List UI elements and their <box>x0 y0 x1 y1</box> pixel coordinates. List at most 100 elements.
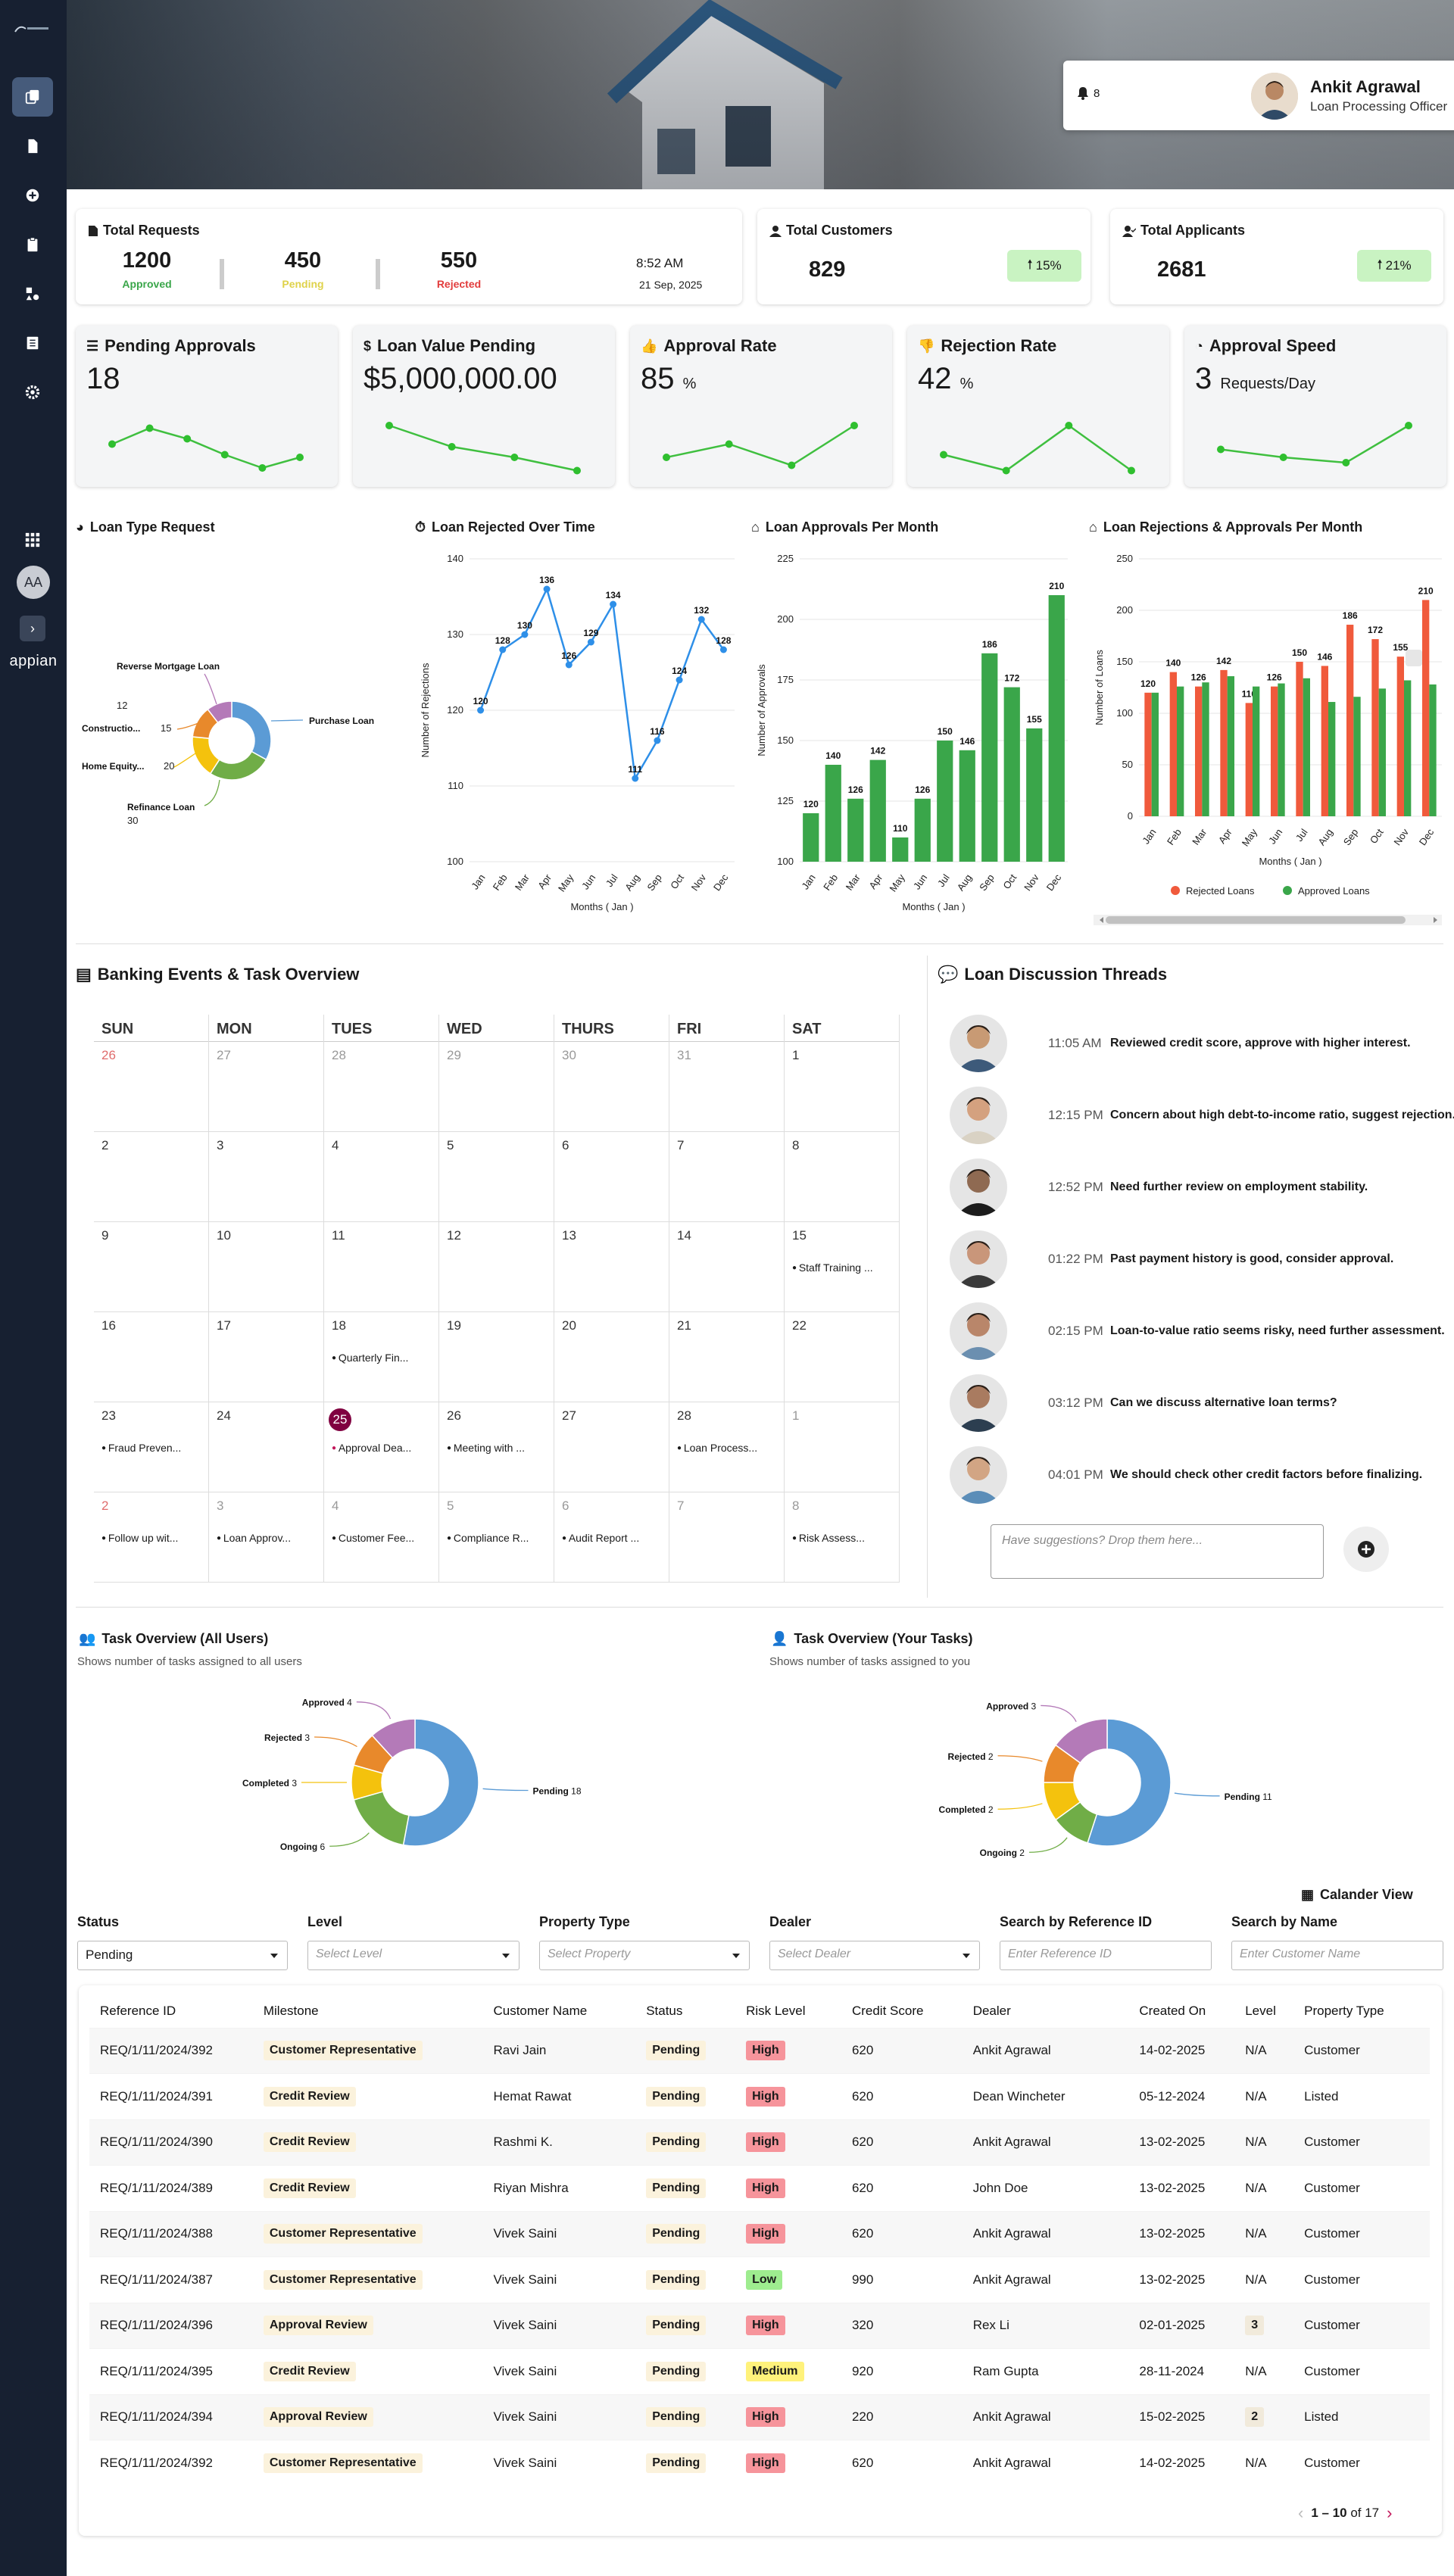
thread-item[interactable]: 01:22 PM Past payment history is good, co… <box>950 1230 1449 1291</box>
table-row[interactable]: REQ/1/11/2024/392 Customer Representative… <box>89 2027 1430 2074</box>
calendar-cell[interactable]: 8 <box>785 1132 900 1222</box>
prev-page-icon[interactable]: ‹ <box>1298 2503 1304 2522</box>
sidebar-item-clipboard[interactable] <box>12 225 53 264</box>
expand-sidebar-button[interactable]: › <box>20 616 45 641</box>
calendar-cell[interactable]: 26 <box>94 1042 209 1132</box>
calendar-cell[interactable]: 2 Follow up wit... <box>94 1492 209 1583</box>
thread-item[interactable]: 03:12 PM Can we discuss alternative loan … <box>950 1374 1449 1435</box>
status-select[interactable]: Pending <box>77 1941 288 1970</box>
dealer-select[interactable]: Select Dealer <box>769 1941 980 1970</box>
notifications[interactable]: 8 <box>1077 86 1100 100</box>
table-row[interactable]: REQ/1/11/2024/395 Credit Review Vivek Sain… <box>89 2348 1430 2394</box>
calendar-cell[interactable]: 10 <box>209 1222 324 1312</box>
calendar-event[interactable]: Loan Process... <box>677 1442 775 1454</box>
calendar-cell[interactable]: 30 <box>554 1042 669 1132</box>
calendar-cell[interactable]: 7 <box>669 1492 785 1583</box>
column-header[interactable]: Credit Score <box>851 2003 924 2018</box>
calendar-cell[interactable]: 1 <box>785 1402 900 1492</box>
calendar-cell[interactable]: 29 <box>439 1042 554 1132</box>
calendar-event[interactable]: Compliance R... <box>447 1532 545 1544</box>
calendar-cell[interactable]: 27 <box>209 1042 324 1132</box>
sidebar-item-reports[interactable] <box>12 323 53 363</box>
calendar-cell[interactable]: 20 <box>554 1312 669 1402</box>
calendar-cell[interactable]: 3 <box>209 1132 324 1222</box>
calendar-cell[interactable]: 2 <box>94 1132 209 1222</box>
table-row[interactable]: REQ/1/11/2024/394 Approval Review Vivek Sa… <box>89 2394 1430 2440</box>
suggestion-input[interactable]: Have suggestions? Drop them here... <box>991 1524 1324 1579</box>
column-header[interactable]: Status <box>646 2003 683 2018</box>
table-row[interactable]: REQ/1/11/2024/390 Credit Review Rashmi K. P… <box>89 2119 1430 2166</box>
thread-item[interactable]: 12:52 PM Need further review on employmen… <box>950 1159 1449 1219</box>
name-search-input[interactable]: Enter Customer Name <box>1231 1941 1443 1970</box>
column-header[interactable]: Milestone <box>263 2003 319 2018</box>
calendar-event[interactable]: Approval Dea... <box>332 1442 430 1454</box>
calendar-cell[interactable]: 4 <box>324 1132 439 1222</box>
calendar-event[interactable]: Fraud Preven... <box>101 1442 200 1454</box>
sidebar-item-dashboard[interactable] <box>12 77 53 117</box>
calendar-cell[interactable]: 8 Risk Assess... <box>785 1492 900 1583</box>
table-row[interactable]: REQ/1/11/2024/391 Credit Review Hemat Rawa… <box>89 2073 1430 2119</box>
calendar-event[interactable]: Audit Report ... <box>562 1532 660 1544</box>
calendar-cell[interactable]: 16 <box>94 1312 209 1402</box>
calendar-event[interactable]: Customer Fee... <box>332 1532 430 1544</box>
next-page-icon[interactable]: › <box>1387 2503 1393 2522</box>
column-header[interactable]: Level <box>1245 2003 1276 2018</box>
calendar-cell[interactable]: 31 <box>669 1042 785 1132</box>
column-header[interactable]: Created On <box>1139 2003 1206 2018</box>
table-row[interactable]: REQ/1/11/2024/396 Approval Review Vivek Sa… <box>89 2302 1430 2349</box>
calendar-cell[interactable]: 23 Fraud Preven... <box>94 1402 209 1492</box>
sidebar-item-settings[interactable] <box>12 373 53 412</box>
sidebar-item-apps[interactable] <box>12 520 53 560</box>
sidebar-item-shapes[interactable] <box>12 274 53 313</box>
table-row[interactable]: REQ/1/11/2024/388 Customer Representative… <box>89 2210 1430 2257</box>
calendar-cell[interactable]: 12 <box>439 1222 554 1312</box>
calendar-event[interactable]: Staff Training ... <box>792 1261 891 1274</box>
thread-item[interactable]: 12:15 PM Concern about high debt-to-incom… <box>950 1087 1454 1147</box>
calendar-cell[interactable]: 15 Staff Training ... <box>785 1222 900 1312</box>
thread-item[interactable]: 11:05 AM Reviewed credit score, approve w… <box>950 1015 1449 1075</box>
reference-search-input[interactable]: Enter Reference ID <box>1000 1941 1212 1970</box>
calendar-cell[interactable]: 11 <box>324 1222 439 1312</box>
calendar-cell[interactable]: 14 <box>669 1222 785 1312</box>
calendar-cell[interactable]: 4 Customer Fee... <box>324 1492 439 1583</box>
table-row[interactable]: REQ/1/11/2024/389 Credit Review Riyan Mish… <box>89 2165 1430 2211</box>
user-avatar[interactable] <box>1251 73 1298 120</box>
calendar-event[interactable]: Risk Assess... <box>792 1532 891 1544</box>
column-header[interactable]: Reference ID <box>100 2003 176 2018</box>
calendar-cell[interactable]: 7 <box>669 1132 785 1222</box>
calendar-cell[interactable]: 5 <box>439 1132 554 1222</box>
calendar-cell[interactable]: 5 Compliance R... <box>439 1492 554 1583</box>
calendar-cell[interactable]: 9 <box>94 1222 209 1312</box>
calendar-cell[interactable]: 28 Loan Process... <box>669 1402 785 1492</box>
calendar-cell[interactable]: 6 <box>554 1132 669 1222</box>
calendar-cell[interactable]: 6 Audit Report ... <box>554 1492 669 1583</box>
avatar[interactable]: AA <box>17 566 50 599</box>
calendar-event[interactable]: Quarterly Fin... <box>332 1352 430 1364</box>
calendar-cell[interactable]: 17 <box>209 1312 324 1402</box>
level-select[interactable]: Select Level <box>307 1941 520 1970</box>
column-header[interactable]: Risk Level <box>746 2003 806 2018</box>
calendar-cell[interactable]: 25 Approval Dea... <box>324 1402 439 1492</box>
calendar-view-link[interactable]: ▦ Calander View <box>1301 1887 1413 1902</box>
calendar-cell[interactable]: 3 Loan Approv... <box>209 1492 324 1583</box>
calendar-event[interactable]: Follow up wit... <box>101 1532 200 1544</box>
calendar-event[interactable]: Loan Approv... <box>217 1532 315 1544</box>
calendar-cell[interactable]: 18 Quarterly Fin... <box>324 1312 439 1402</box>
calendar-cell[interactable]: 27 <box>554 1402 669 1492</box>
calendar-event[interactable]: Meeting with ... <box>447 1442 545 1454</box>
calendar-cell[interactable]: 24 <box>209 1402 324 1492</box>
thread-item[interactable]: 04:01 PM We should check other credit fac… <box>950 1446 1449 1507</box>
sidebar-item-documents[interactable] <box>12 126 53 166</box>
thread-item[interactable]: 02:15 PM Loan-to-value ratio seems risky,… <box>950 1302 1449 1363</box>
calendar-cell[interactable]: 22 <box>785 1312 900 1402</box>
table-row[interactable]: REQ/1/11/2024/387 Customer Representative… <box>89 2256 1430 2303</box>
column-header[interactable]: Dealer <box>972 2003 1011 2018</box>
property-select[interactable]: Select Property <box>539 1941 750 1970</box>
column-header[interactable]: Customer Name <box>493 2003 588 2018</box>
calendar-cell[interactable]: 21 <box>669 1312 785 1402</box>
calendar-cell[interactable]: 13 <box>554 1222 669 1312</box>
calendar-cell[interactable]: 26 Meeting with ... <box>439 1402 554 1492</box>
column-header[interactable]: Property Type <box>1304 2003 1384 2018</box>
calendar-cell[interactable]: 1 <box>785 1042 900 1132</box>
calendar-cell[interactable]: 19 <box>439 1312 554 1402</box>
